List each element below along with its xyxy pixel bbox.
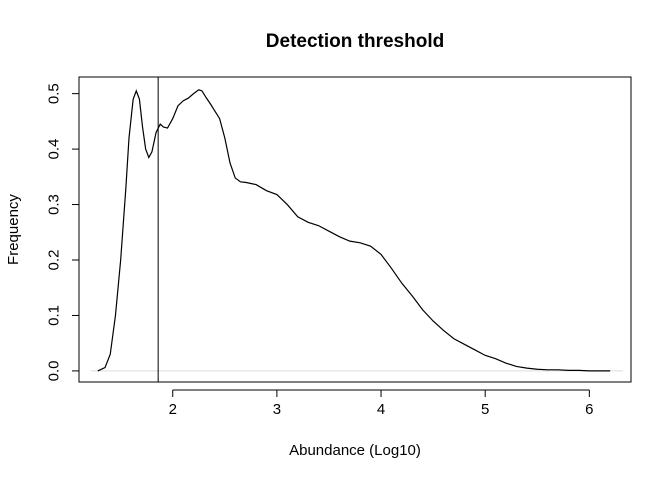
y-tick-label: 0.2 [46,250,63,271]
x-tick-label: 6 [585,401,593,418]
x-tick-label: 5 [481,401,489,418]
y-axis-label: Frequency [5,194,22,265]
x-tick-label: 4 [377,401,385,418]
chart-title: Detection threshold [266,31,444,52]
y-axis: 0.0 0.1 0.2 0.3 0.4 0.5 [46,83,80,381]
y-tick-label: 0.3 [46,194,63,215]
x-tick-label: 3 [273,401,281,418]
y-tick-label: 0.1 [46,305,63,326]
x-axis: 2 3 4 5 6 [169,389,594,418]
density-curve [97,89,611,372]
x-tick-label: 2 [169,401,177,418]
x-axis-label: Abundance (Log10) [289,442,421,459]
y-tick-label: 0.5 [46,83,63,104]
y-tick-label: 0.0 [46,360,63,381]
plot-frame [78,76,632,383]
y-tick-label: 0.4 [46,139,63,160]
